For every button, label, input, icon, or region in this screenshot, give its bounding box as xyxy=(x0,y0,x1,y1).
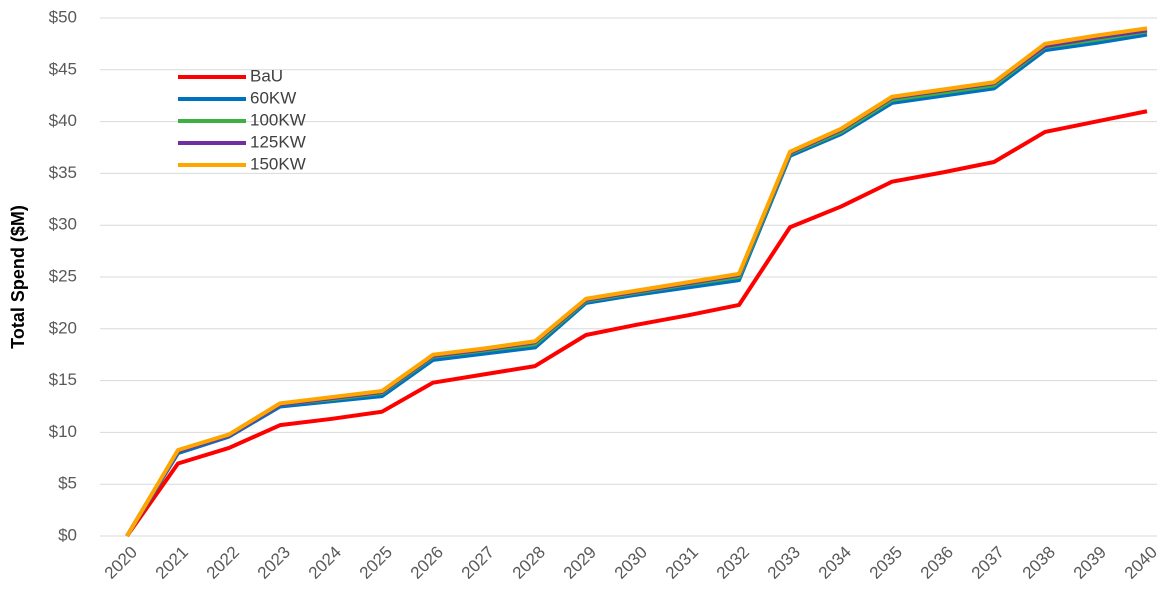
line-series xyxy=(125,109,1148,538)
x-tick-label: 2021 xyxy=(152,543,192,583)
x-tick-label: 2020 xyxy=(101,543,141,583)
x-tick-label: 2026 xyxy=(407,543,447,583)
x-tick-label: 2033 xyxy=(764,543,804,583)
y-tick-label: $25 xyxy=(49,266,77,285)
y-tick-label: $15 xyxy=(49,370,77,389)
x-tick-label: 2024 xyxy=(305,543,345,583)
x-tick-label: 2040 xyxy=(1121,543,1161,583)
y-tick-label: $10 xyxy=(49,422,77,441)
x-tick-label: 2029 xyxy=(560,543,600,583)
y-tick-label: $40 xyxy=(49,111,77,130)
x-tick-label: 2030 xyxy=(611,543,651,583)
x-tick-label: 2032 xyxy=(713,543,753,583)
x-tick-label: 2023 xyxy=(254,543,294,583)
y-tick-label: $30 xyxy=(49,215,77,234)
x-tick-label: 2035 xyxy=(866,543,906,583)
x-tick-label: 2022 xyxy=(203,543,243,583)
x-tick-label: 2038 xyxy=(1019,543,1059,583)
x-tick-label: 2027 xyxy=(458,543,498,583)
x-tick-label: 2039 xyxy=(1070,543,1110,583)
y-tick-label: $0 xyxy=(58,525,77,544)
legend-label: BaU xyxy=(250,66,283,85)
x-tick-label: 2028 xyxy=(509,543,549,583)
y-tick-label: $20 xyxy=(49,318,77,337)
legend-label: 100KW xyxy=(250,110,306,129)
y-tick-label: $35 xyxy=(49,163,77,182)
y-tick-label: $45 xyxy=(49,59,77,78)
x-tick-label: 2036 xyxy=(917,543,957,583)
y-tick-label: $5 xyxy=(58,474,77,493)
y-tick-label: $50 xyxy=(49,7,77,26)
legend-label: 150KW xyxy=(250,154,306,173)
x-tick-label: 2037 xyxy=(968,543,1008,583)
legend-label: 125KW xyxy=(250,132,306,151)
line-series xyxy=(125,26,1148,538)
legend-label: 60KW xyxy=(250,88,296,107)
x-tick-label: 2031 xyxy=(662,543,702,583)
line-series xyxy=(125,32,1148,538)
x-tick-label: 2025 xyxy=(356,543,396,583)
y-axis-label: Total Spend ($M) xyxy=(8,205,28,349)
x-tick-label: 2034 xyxy=(815,543,855,583)
